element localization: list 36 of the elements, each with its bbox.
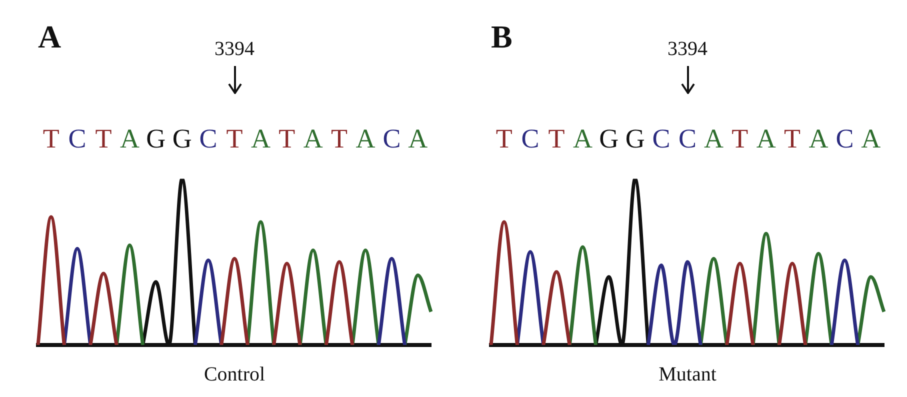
- x-tick-label: T: [784, 124, 802, 154]
- x-axis-title: Control: [204, 363, 266, 386]
- x-tick-label: T: [278, 124, 296, 154]
- x-tick-label: C: [521, 124, 540, 154]
- x-tick-label: T: [42, 124, 60, 154]
- x-tick-label: T: [548, 124, 566, 154]
- x-tick-label: C: [678, 124, 697, 154]
- x-tick-label: A: [756, 124, 776, 154]
- x-tick-label: A: [356, 124, 376, 154]
- x-tick-label: T: [331, 124, 348, 154]
- x-tick-label: T: [95, 124, 112, 154]
- x-tick-label: G: [625, 124, 645, 154]
- x-tick-label: C: [652, 124, 670, 154]
- x-tick-label: A: [303, 124, 324, 154]
- x-tick-label: A: [408, 124, 428, 154]
- x-axis-title: Mutant: [658, 363, 717, 386]
- x-tick-label: A: [704, 124, 724, 154]
- x-tick-label: A: [572, 124, 593, 154]
- x-tick-label: C: [199, 124, 218, 154]
- x-tick-label: G: [599, 124, 619, 154]
- text: 3394: [214, 38, 254, 62]
- x-tick-label: C: [836, 124, 854, 154]
- x-tick-label: A: [861, 124, 882, 154]
- x-tick-label: A: [808, 124, 829, 154]
- chart-title: B: [491, 18, 512, 54]
- x-tick-label: G: [146, 124, 166, 154]
- x-tick-label: A: [250, 124, 271, 154]
- x-tick-label: G: [172, 124, 192, 154]
- x-tick-label: A: [120, 124, 140, 154]
- chart-title: A: [38, 18, 62, 54]
- x-tick-label: C: [382, 124, 401, 154]
- x-tick-label: C: [68, 124, 86, 154]
- x-tick-label: T: [732, 124, 749, 154]
- x-tick-label: T: [226, 124, 244, 154]
- text: 3394: [668, 38, 708, 62]
- x-tick-label: T: [496, 124, 513, 154]
